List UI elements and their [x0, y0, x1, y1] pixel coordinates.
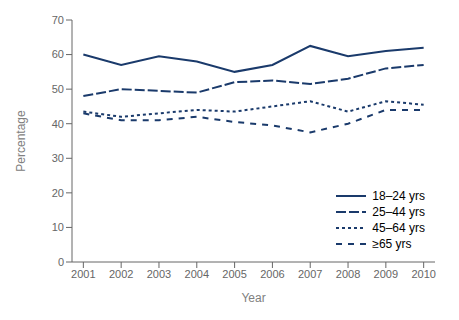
svg-text:2009: 2009 [374, 268, 398, 280]
svg-text:50: 50 [52, 83, 64, 95]
html-text:18–24 yrs: 18–24 yrs [372, 189, 425, 203]
svg-text:40: 40 [52, 118, 64, 130]
svg-text:70: 70 [52, 14, 64, 26]
svg-text:20: 20 [52, 187, 64, 199]
svg-text:2001: 2001 [71, 268, 95, 280]
svg-text:2003: 2003 [147, 268, 171, 280]
html-text:45–64 yrs: 45–64 yrs [372, 221, 425, 235]
svg-text:2010: 2010 [411, 268, 435, 280]
svg-text:2006: 2006 [260, 268, 284, 280]
svg-text:2008: 2008 [336, 268, 360, 280]
svg-text:10: 10 [52, 221, 64, 233]
svg-text:Percentage: Percentage [14, 110, 28, 172]
svg-text:2007: 2007 [298, 268, 322, 280]
svg-text:30: 30 [52, 152, 64, 164]
svg-text:2002: 2002 [109, 268, 133, 280]
html-text:25–44 yrs: 25–44 yrs [372, 205, 425, 219]
svg-text:2004: 2004 [185, 268, 209, 280]
svg-text:2005: 2005 [222, 268, 246, 280]
svg-text:0: 0 [58, 256, 64, 268]
html-text:≥65 yrs: ≥65 yrs [372, 237, 412, 251]
svg-text:60: 60 [52, 48, 64, 60]
svg-text:Year: Year [241, 291, 265, 305]
